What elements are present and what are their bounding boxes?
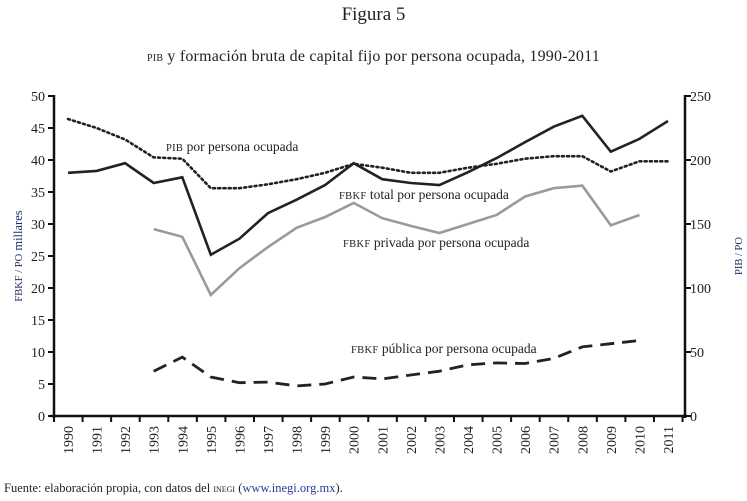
chart-title-text: y formación bruta de capital fijo por pe… bbox=[163, 48, 600, 65]
series-label-acronym: FBKF bbox=[343, 239, 370, 250]
y-right-tick-label: 50 bbox=[690, 346, 704, 361]
x-tick-label: 1991 bbox=[91, 426, 106, 454]
series-label: FBKF total por persona ocupada bbox=[339, 187, 509, 202]
y-left-tick-label: 35 bbox=[31, 186, 45, 201]
chart-title-acronym: PIB bbox=[147, 49, 164, 65]
y-left-tick-label: 10 bbox=[31, 346, 45, 361]
source-url-link[interactable]: www.inegi.org.mx bbox=[242, 481, 336, 495]
y-right-axis-title: PIB / PO bbox=[734, 237, 745, 275]
series-label: PIB por persona ocupada bbox=[166, 139, 298, 154]
y-left-tick-label: 50 bbox=[31, 90, 45, 105]
series-label-text: pública por persona ocupada bbox=[378, 341, 536, 356]
series-label: FBKF privada por persona ocupada bbox=[343, 235, 529, 250]
series-line-fbkf-total-por-persona-ocupada bbox=[67, 114, 669, 257]
y-left-tick-label: 0 bbox=[38, 410, 45, 425]
series-label-text: por persona ocupada bbox=[183, 139, 298, 154]
series-label-acronym: FBKF bbox=[339, 191, 366, 202]
x-tick-label: 2003 bbox=[433, 426, 448, 454]
series-label-acronym: FBKF bbox=[351, 345, 378, 356]
x-tick-label: 2008 bbox=[576, 426, 591, 454]
x-tick-label: 1995 bbox=[205, 426, 220, 454]
series-line-fbkf-privada-por-persona-ocupada bbox=[153, 184, 640, 298]
source-prefix: Fuente: elaboración propia, con datos de… bbox=[4, 481, 214, 495]
y-left-tick-label: 5 bbox=[38, 378, 45, 393]
y-right-tick-label: 200 bbox=[690, 154, 711, 169]
source-note: Fuente: elaboración propia, con datos de… bbox=[4, 481, 343, 496]
y-left-tick-label: 40 bbox=[31, 154, 45, 169]
source-org: INEGI bbox=[213, 483, 236, 495]
y-right-tick-label: 0 bbox=[690, 410, 697, 425]
chart-title: PIB y formación bruta de capital fijo po… bbox=[0, 48, 747, 66]
y-left-tick-label: 45 bbox=[31, 122, 45, 137]
x-tick-label: 1998 bbox=[291, 426, 306, 454]
series-line-fbkf-publica-por-persona-ocupada bbox=[153, 339, 640, 388]
x-tick-label: 1993 bbox=[148, 426, 163, 454]
series-labels: PIB por persona ocupada FBKF total por pe… bbox=[166, 139, 537, 356]
y-right-tick-label: 150 bbox=[690, 218, 711, 233]
x-tick-label: 2011 bbox=[662, 426, 677, 453]
x-tick-label: 2001 bbox=[376, 426, 391, 454]
y-right-tick-label: 100 bbox=[690, 282, 711, 297]
series-label: FBKF pública por persona ocupada bbox=[351, 341, 537, 356]
x-tick-label: 1999 bbox=[319, 426, 334, 454]
x-tick-label: 2006 bbox=[519, 426, 534, 454]
x-tick-label: 2004 bbox=[462, 426, 477, 454]
y-left-axis-title-unit: millares bbox=[11, 210, 25, 254]
series-label-text: privada por persona ocupada bbox=[370, 235, 529, 250]
axes: 0 5 10 15 20 25 30 35 40 45 50 0 50 100 150 200 250 1990 1… bbox=[31, 90, 711, 454]
y-left-tick-label: 15 bbox=[31, 314, 45, 329]
series-label-text: total por persona ocupada bbox=[366, 187, 508, 202]
source-close: ). bbox=[335, 481, 343, 495]
x-tick-label: 2005 bbox=[491, 426, 506, 454]
x-tick-label: 2009 bbox=[605, 426, 620, 454]
x-tick-label: 2007 bbox=[548, 426, 563, 454]
line-chart: 0 5 10 15 20 25 30 35 40 45 50 0 50 100 150 200 250 1990 1… bbox=[11, 90, 745, 454]
y-left-tick-label: 30 bbox=[31, 218, 45, 233]
x-tick-label: 1994 bbox=[176, 426, 191, 454]
x-tick-label: 2000 bbox=[348, 426, 363, 454]
figure-number: Figura 5 bbox=[341, 4, 406, 25]
x-tick-label: 1996 bbox=[233, 426, 248, 454]
series-group bbox=[66, 114, 670, 388]
series-line-pib-por-persona-ocupada bbox=[66, 117, 670, 190]
series-label-acronym: PIB bbox=[166, 143, 183, 154]
y-left-tick-label: 25 bbox=[31, 250, 45, 265]
x-tick-label: 1997 bbox=[262, 426, 277, 454]
source-open: ( bbox=[235, 481, 243, 495]
x-tick-label: 1992 bbox=[119, 426, 134, 454]
y-left-axis-title-acronym: FBKF / PO bbox=[14, 253, 25, 301]
y-left-tick-label: 20 bbox=[31, 282, 45, 297]
x-tick-label: 1990 bbox=[62, 426, 77, 454]
x-tick-label: 2002 bbox=[405, 426, 420, 454]
y-left-axis-title: FBKF / PO millares bbox=[11, 210, 25, 301]
x-tick-label: 2010 bbox=[633, 426, 648, 454]
y-right-tick-label: 250 bbox=[690, 90, 711, 105]
